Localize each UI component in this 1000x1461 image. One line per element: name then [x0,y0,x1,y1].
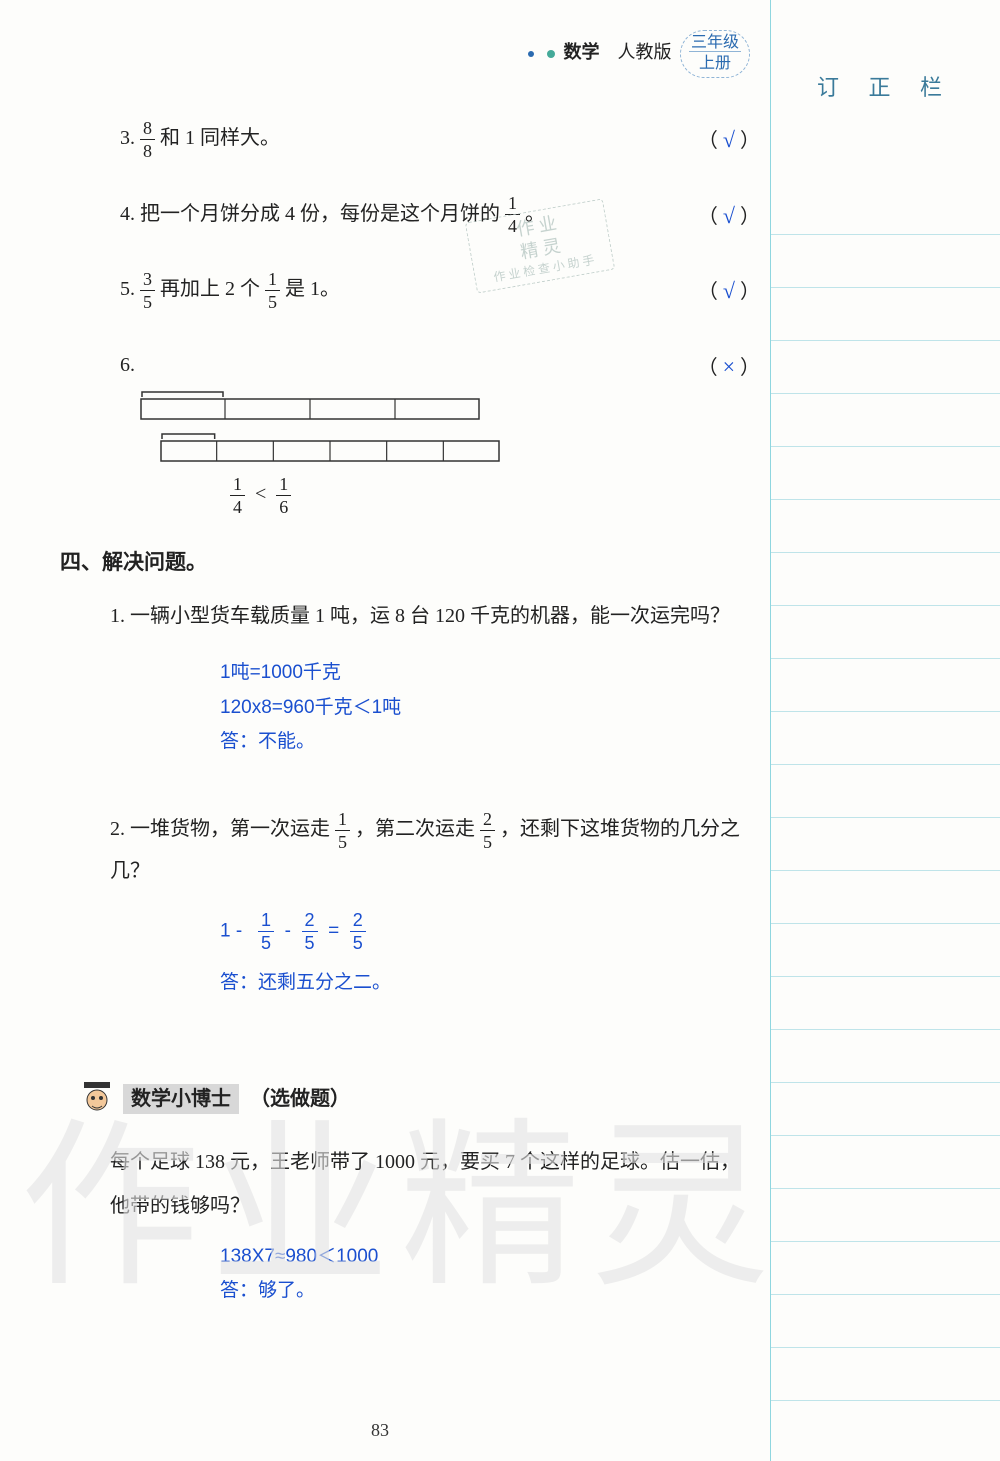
check-mark: √ [723,203,735,228]
problem-1: 1. 一辆小型货车载质量 1 吨，运 8 台 120 千克的机器，能一次运完吗？ [110,596,750,636]
fraction: 8 8 [140,119,155,160]
bonus-title: 数学小博士 [123,1084,239,1114]
correction-title: 订 正 栏 [771,70,1000,102]
grade-top: 三年级 [689,34,741,52]
edition-label: 人教版 [617,42,671,62]
q-num: 4. [120,203,135,225]
ans-expr: 1 - 1 5 - 2 5 = 2 5 [220,911,750,952]
p-num: 1. [110,605,125,627]
ans-line: 120x8=960千克＜1吨 [220,691,750,725]
bar-diagram-1 [140,391,480,427]
question-6: 6. （ × ） [120,345,750,427]
ruled-lines [771,182,1000,1401]
answer-paren: （ √ ） [698,194,760,238]
answer-paren: （ × ） [698,345,760,389]
bonus-answer: 138X7≈980＜1000 答：够了。 [220,1240,750,1308]
subject-label: 数学 [563,42,599,62]
q-text: 把一个月饼分成 4 份，每份是这个月饼的 [140,203,500,225]
question-5: 5. 3 5 再加上 2 个 1 5 是 1。 （ √ ） [120,269,750,311]
q-tail: 是 1。 [285,278,340,300]
fraction: 1 5 [258,911,274,952]
grade-bottom: 上册 [699,55,731,72]
cmp-op: < [255,483,266,505]
answer-paren: （ √ ） [698,118,760,162]
professor-icon [80,1080,114,1120]
decor-dot [547,50,555,58]
grade-badge: 三年级 上册 [680,30,750,78]
correction-column: 订 正 栏 [770,0,1000,1461]
q-text: 和 1 同样大。 [160,127,280,149]
check-mark: √ [723,278,735,303]
p-text: 一堆货物，第一次运走 [130,818,330,840]
bonus-sub: （选做题） [250,1088,350,1110]
problem-2: 2. 一堆货物，第一次运走 1 5 ，第二次运走 2 5 ，还剩下这堆货物的几分… [110,809,750,891]
check-mark: √ [723,127,735,152]
fraction: 1 4 [230,475,245,516]
question-3: 3. 8 8 和 1 同样大。 （ √ ） [120,118,750,160]
p-text: 一辆小型货车载质量 1 吨，运 8 台 120 千克的机器，能一次运完吗？ [130,605,730,627]
p-text: ，第二次运走 [355,818,475,840]
question-4: 4. 把一个月饼分成 4 份，每份是这个月饼的 1 4 。 （ √ ） [120,194,750,236]
q-num: 6. [120,354,135,376]
ans-line: 答：够了。 [220,1274,750,1308]
problem-2-answer: 1 - 1 5 - 2 5 = 2 5 答：还剩五分之二。 [220,911,750,1000]
p-num: 2. [110,818,125,840]
fraction: 2 5 [302,911,318,952]
decor-dot [528,51,534,57]
section-4-title: 四、解决问题。 [60,546,750,576]
bar-diagram-2 [160,433,500,469]
ans-line: 1吨=1000千克 [220,656,750,690]
fraction: 1 5 [265,270,280,311]
page-number: 83 [0,1420,760,1441]
fraction: 2 5 [480,810,495,851]
ans-line: 138X7≈980＜1000 [220,1240,750,1274]
q-num: 5. [120,278,135,300]
bonus-question: 每个足球 138 元，王老师带了 1000 元，要买 7 个这样的足球。估一估，… [110,1140,750,1228]
q-num: 3. [120,127,135,149]
ans-line: 答：还剩五分之二。 [220,966,750,1000]
comparison-expr: 1 4 < 1 6 [230,475,750,516]
answer-paren: （ √ ） [698,269,760,313]
fraction: 3 5 [140,270,155,311]
bonus-header: 数学小博士 （选做题） [80,1080,750,1120]
fraction: 2 5 [350,911,366,952]
problem-1-answer: 1吨=1000千克 120x8=960千克＜1吨 答：不能。 [220,656,750,759]
q-text: 再加上 2 个 [160,278,260,300]
fraction: 1 6 [276,475,291,516]
ans-line: 答：不能。 [220,725,750,759]
cross-mark: × [723,354,735,379]
page-header: 数学 人教版 三年级 上册 [60,30,750,78]
fraction: 1 5 [335,810,350,851]
